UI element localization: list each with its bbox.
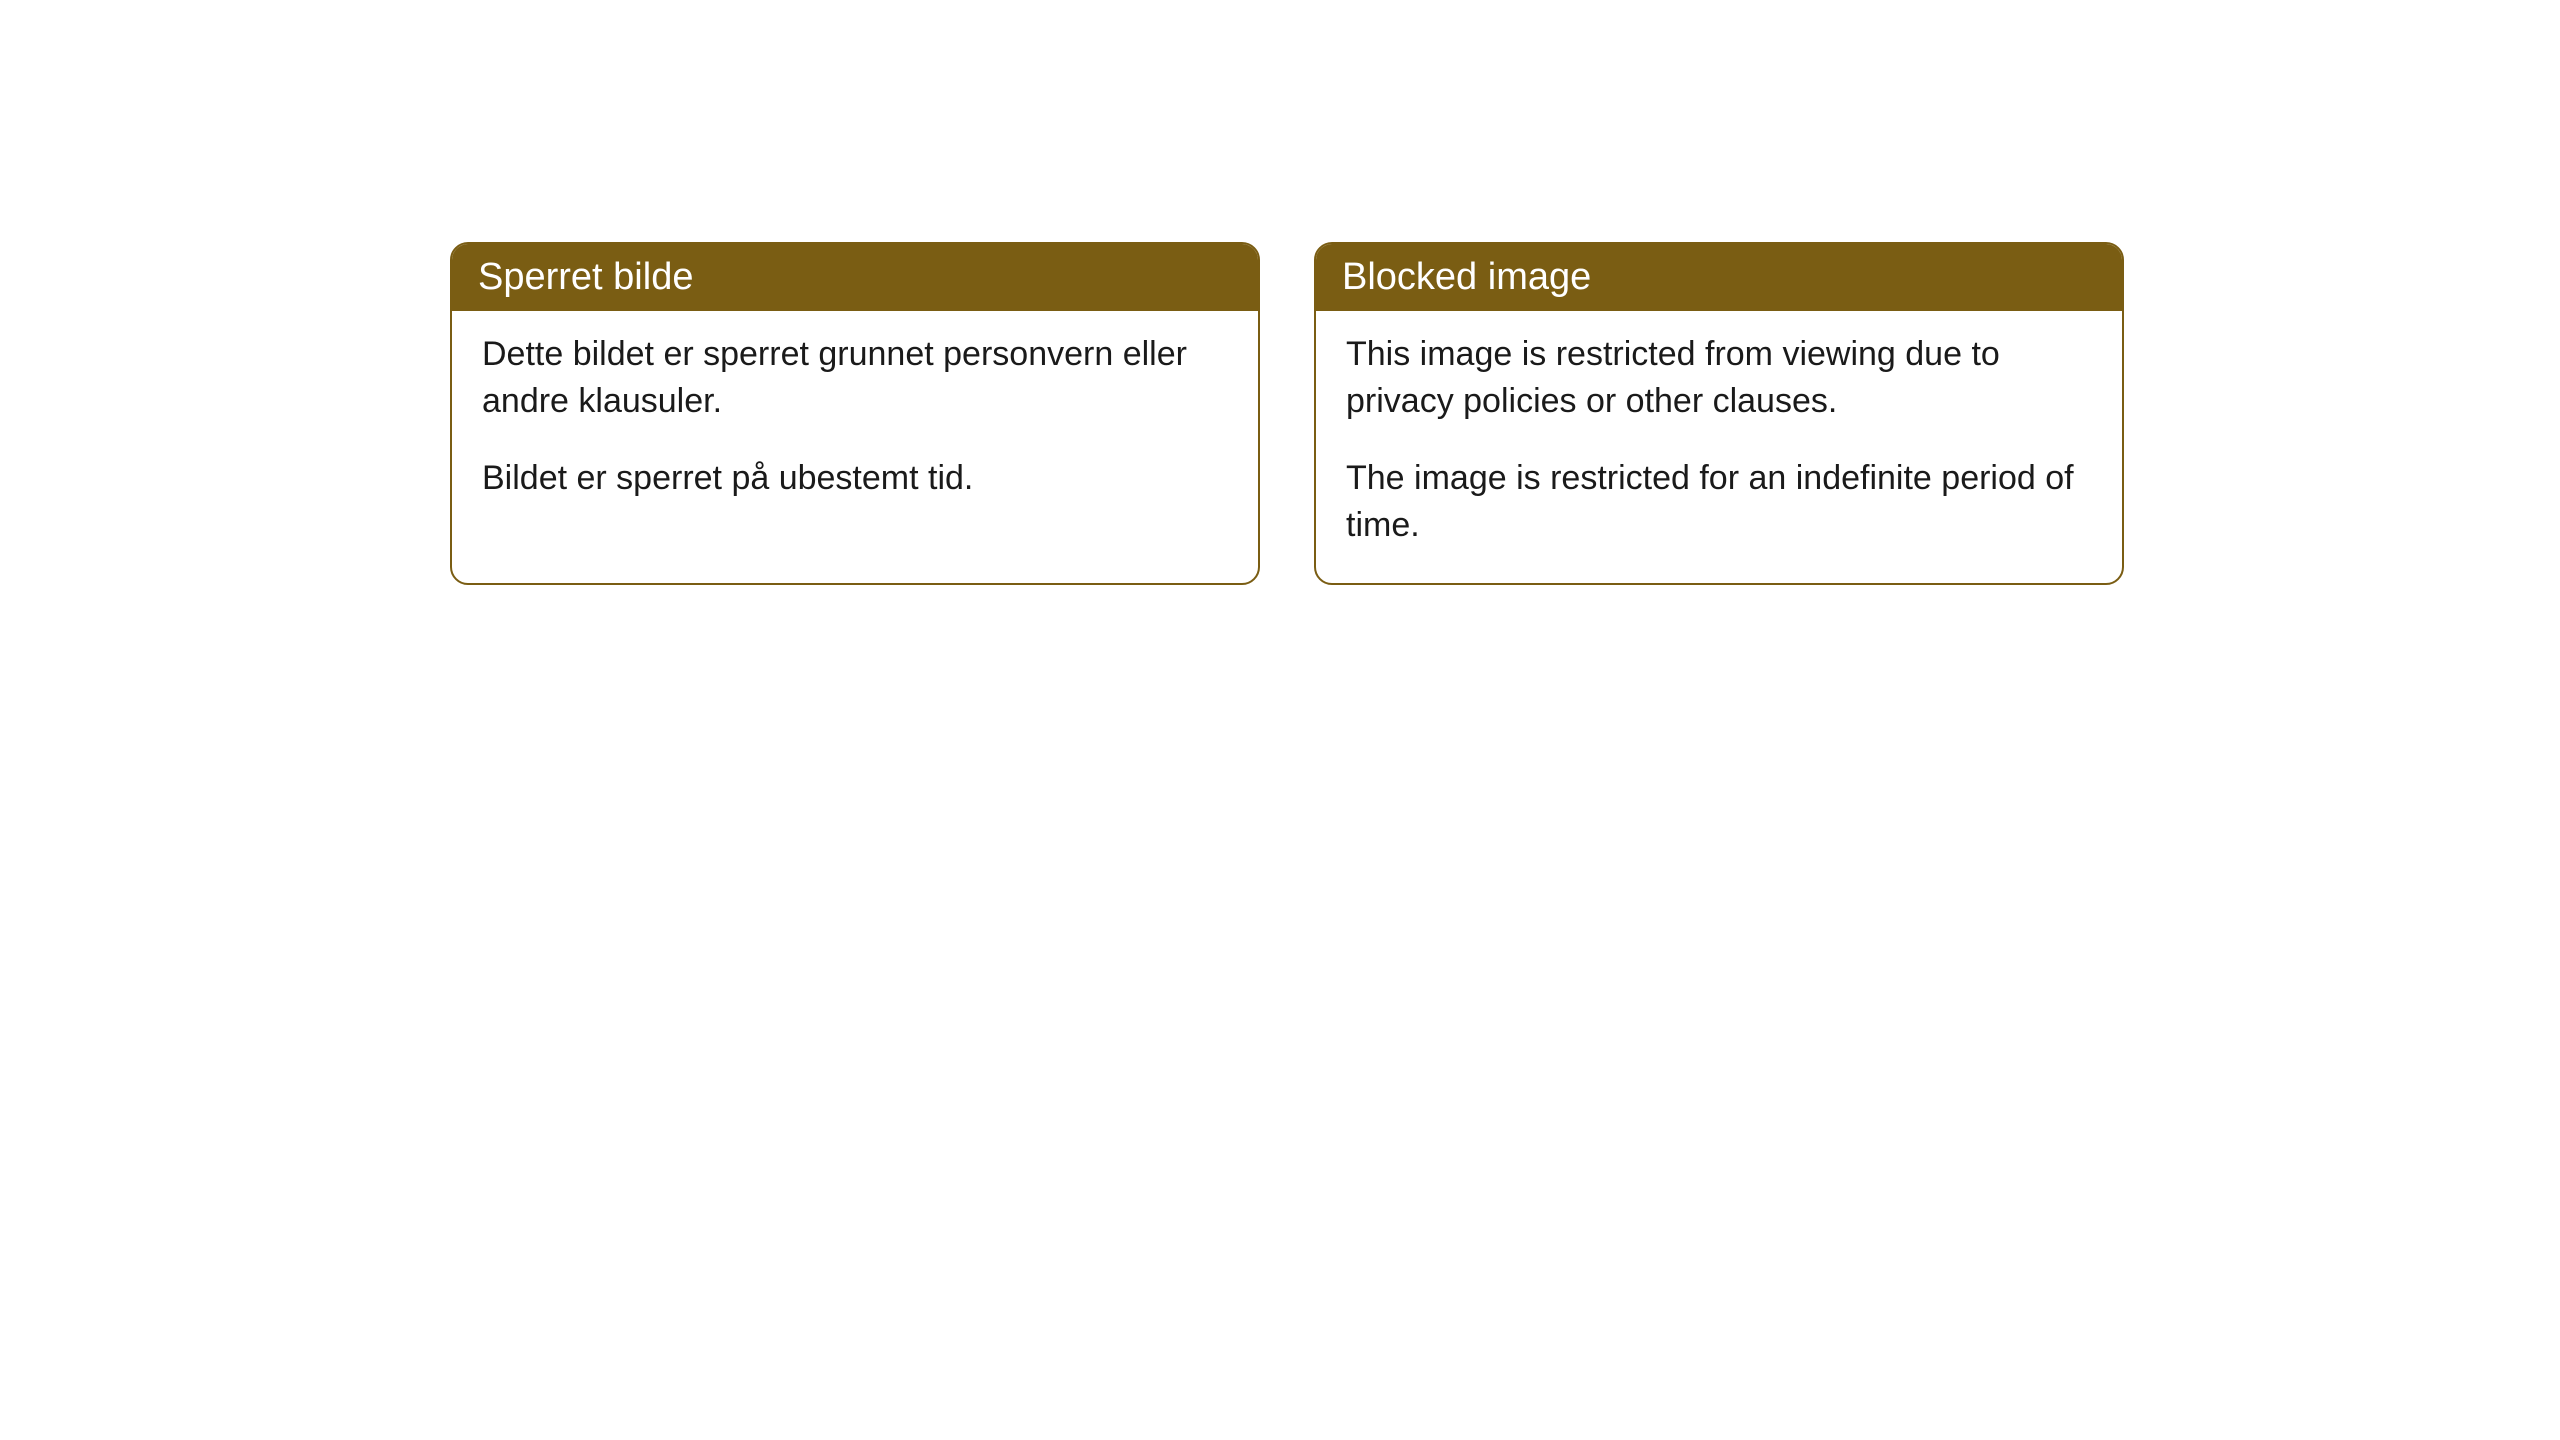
- card-paragraph-1: Dette bildet er sperret grunnet personve…: [482, 331, 1228, 425]
- notice-card-norwegian: Sperret bilde Dette bildet er sperret gr…: [450, 242, 1260, 585]
- card-header: Blocked image: [1316, 244, 2122, 311]
- notice-cards-container: Sperret bilde Dette bildet er sperret gr…: [450, 242, 2124, 585]
- card-paragraph-1: This image is restricted from viewing du…: [1346, 331, 2092, 425]
- card-body: This image is restricted from viewing du…: [1316, 311, 2122, 583]
- card-header: Sperret bilde: [452, 244, 1258, 311]
- card-title: Sperret bilde: [478, 256, 693, 298]
- card-title: Blocked image: [1342, 256, 1591, 298]
- notice-card-english: Blocked image This image is restricted f…: [1314, 242, 2124, 585]
- card-paragraph-2: The image is restricted for an indefinit…: [1346, 455, 2092, 549]
- card-paragraph-2: Bildet er sperret på ubestemt tid.: [482, 455, 1228, 502]
- card-body: Dette bildet er sperret grunnet personve…: [452, 311, 1258, 536]
